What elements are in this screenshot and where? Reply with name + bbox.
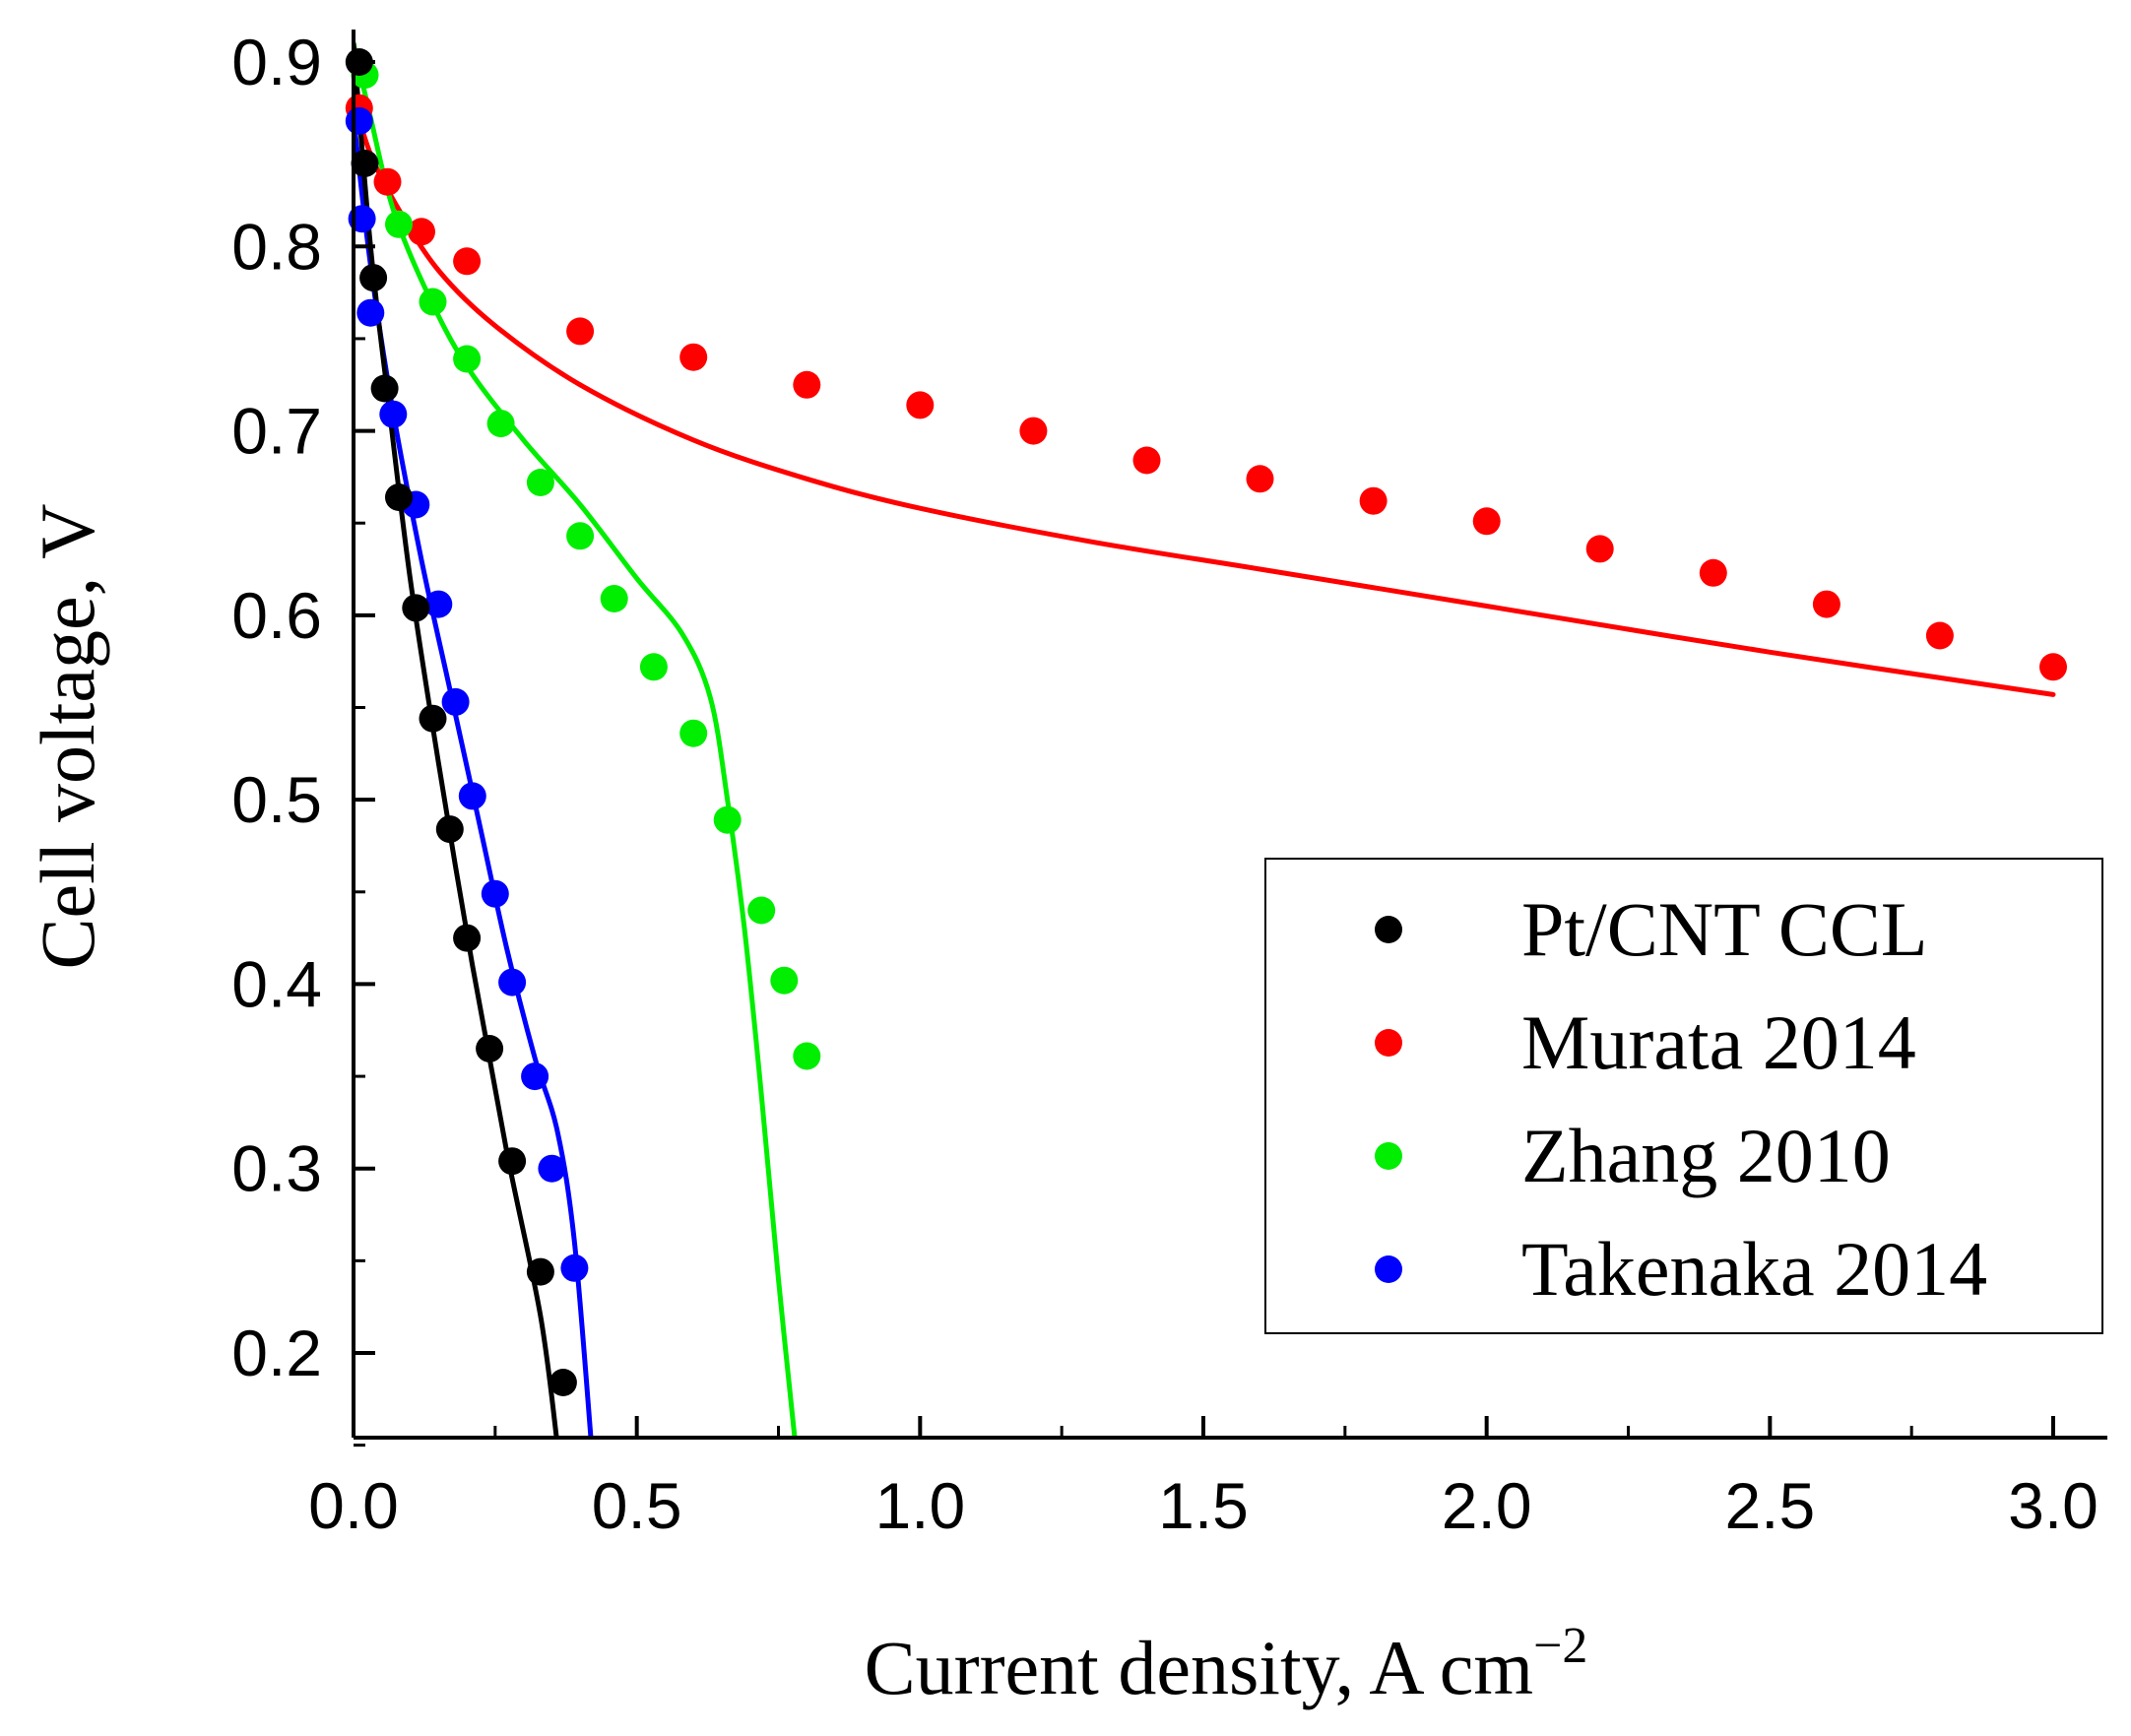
data-point-takenaka-2014 (441, 687, 470, 716)
data-point-pt-cnt-ccl (359, 264, 388, 292)
data-point-zhang-2010 (679, 719, 708, 747)
data-point-zhang-2010 (600, 585, 628, 612)
data-point-takenaka-2014 (356, 298, 385, 327)
y-tick-label: 0.2 (231, 1317, 322, 1389)
data-point-murata-2014 (1699, 558, 1727, 587)
y-axis-title: Cell voltage, V (25, 504, 110, 970)
data-point-pt-cnt-ccl (419, 704, 447, 733)
legend-marker-pt-cnt-ccl (1375, 916, 1402, 943)
tick-layer: 0.0 0.5 1.0 1.5 2.0 2.5 3.0 0.2 0.3 0.4 0.5 0.6 0.7 0… (231, 26, 2099, 1542)
legend-box (1264, 858, 2103, 1334)
data-point-murata-2014 (906, 391, 935, 419)
data-point-pt-cnt-ccl (435, 815, 464, 844)
legend-label-zhang-2010: Zhang 2010 (1521, 1113, 1891, 1198)
x-tick-label: 2.0 (1442, 1469, 1532, 1542)
data-point-zhang-2010 (639, 653, 668, 681)
data-point-zhang-2010 (713, 805, 742, 834)
y-tick-label: 0.8 (231, 210, 322, 283)
data-point-pt-cnt-ccl (402, 594, 430, 622)
data-point-takenaka-2014 (458, 782, 486, 810)
legend-label-pt-cnt-ccl: Pt/CNT CCL (1521, 886, 1928, 972)
y-tick-label: 0.9 (231, 26, 322, 98)
data-point-murata-2014 (793, 370, 821, 399)
legend-marker-takenaka-2014 (1375, 1255, 1402, 1283)
data-point-takenaka-2014 (345, 106, 373, 135)
data-point-takenaka-2014 (424, 590, 453, 618)
data-point-murata-2014 (1925, 621, 1954, 650)
data-point-zhang-2010 (770, 966, 799, 995)
data-point-zhang-2010 (385, 210, 413, 238)
data-point-takenaka-2014 (538, 1154, 566, 1183)
data-point-pt-cnt-ccl (498, 1147, 527, 1176)
fit-line-zhang-2010 (354, 40, 798, 1438)
x-tick-label: 1.5 (1158, 1469, 1249, 1542)
data-point-murata-2014 (1246, 465, 1274, 493)
x-tick-label: 0.5 (592, 1469, 682, 1542)
data-point-murata-2014 (1812, 590, 1840, 618)
x-axis-title-main: Current density, A cm (865, 1625, 1534, 1710)
data-point-pt-cnt-ccl (453, 924, 482, 952)
x-tick-label: 2.5 (1724, 1469, 1815, 1542)
data-point-pt-cnt-ccl (370, 374, 399, 403)
data-point-zhang-2010 (453, 345, 482, 373)
legend-label-takenaka-2014: Takenaka 2014 (1521, 1226, 1987, 1312)
data-point-zhang-2010 (419, 288, 447, 316)
x-axis-title: Current density, A cm−2 (865, 1618, 1588, 1710)
data-point-takenaka-2014 (498, 968, 527, 997)
y-tick-label: 0.6 (231, 579, 322, 652)
data-point-murata-2014 (2039, 653, 2067, 681)
data-point-murata-2014 (1359, 486, 1388, 515)
data-point-murata-2014 (453, 247, 482, 276)
fit-line-murata-2014 (354, 96, 2056, 697)
legend-label-murata-2014: Murata 2014 (1521, 999, 1916, 1085)
data-point-murata-2014 (1019, 417, 1048, 445)
y-tick-label: 0.4 (231, 947, 322, 1020)
data-point-zhang-2010 (566, 522, 595, 550)
data-point-takenaka-2014 (379, 400, 408, 428)
data-point-takenaka-2014 (560, 1254, 589, 1282)
data-point-murata-2014 (408, 218, 435, 246)
data-point-zhang-2010 (486, 410, 515, 438)
data-point-murata-2014 (566, 317, 595, 346)
data-point-pt-cnt-ccl (351, 150, 379, 177)
legend-marker-zhang-2010 (1375, 1142, 1402, 1170)
legend: Pt/CNT CCL Murata 2014 Zhang 2010 Takenaka … (1264, 858, 2103, 1334)
data-point-zhang-2010 (526, 469, 554, 496)
data-point-pt-cnt-ccl (549, 1369, 577, 1396)
data-point-zhang-2010 (747, 896, 776, 925)
axes-layer (352, 30, 2107, 1440)
data-point-murata-2014 (1585, 535, 1614, 563)
data-point-zhang-2010 (793, 1042, 821, 1070)
x-axis-title-superscript: −2 (1533, 1618, 1587, 1674)
data-point-murata-2014 (373, 167, 402, 196)
x-tick-label: 3.0 (2008, 1469, 2099, 1542)
x-tick-label: 0.0 (308, 1469, 399, 1542)
data-point-takenaka-2014 (481, 879, 509, 908)
data-point-murata-2014 (679, 343, 708, 371)
data-point-pt-cnt-ccl (526, 1257, 554, 1286)
data-point-pt-cnt-ccl (476, 1035, 504, 1062)
fit-line-takenaka-2014 (354, 114, 594, 1438)
y-tick-label: 0.3 (231, 1132, 322, 1205)
data-point-murata-2014 (1132, 446, 1161, 475)
data-point-takenaka-2014 (521, 1062, 549, 1091)
x-tick-label: 1.0 (874, 1469, 965, 1542)
y-tick-label: 0.5 (231, 763, 322, 836)
legend-marker-murata-2014 (1375, 1029, 1402, 1057)
data-point-pt-cnt-ccl (385, 483, 413, 511)
data-point-murata-2014 (1472, 507, 1501, 536)
y-tick-label: 0.7 (231, 395, 322, 468)
